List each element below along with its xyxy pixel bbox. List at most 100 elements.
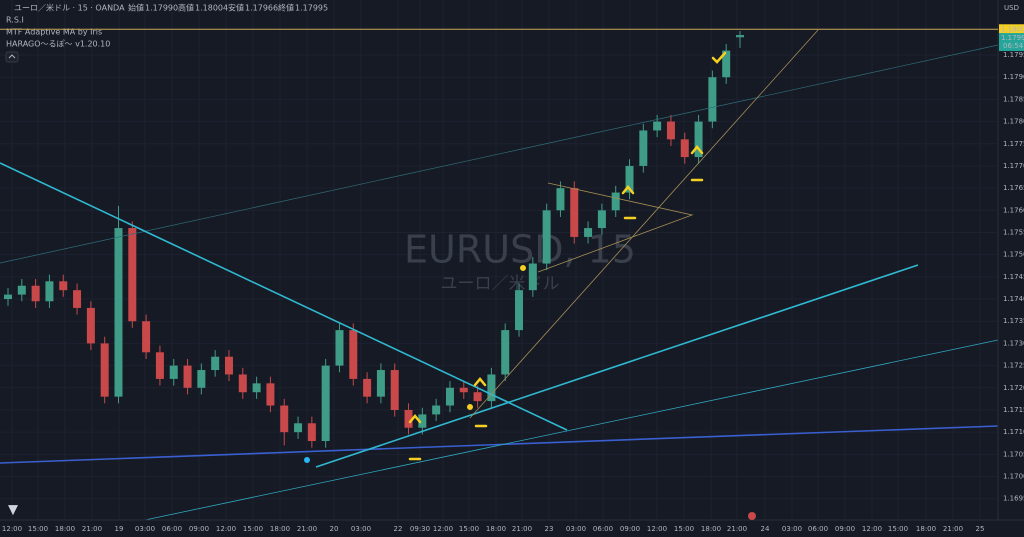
y-tick-label: 1.17400: [1003, 295, 1024, 303]
candle-body: [155, 352, 164, 379]
x-tick-label: 12:00: [433, 525, 453, 533]
x-tick-label: 19: [115, 525, 124, 533]
candle-body: [432, 405, 441, 415]
candle-body: [45, 281, 54, 302]
candle-body: [390, 370, 399, 410]
trend-line: [0, 44, 999, 264]
signal-check: [711, 51, 727, 64]
signals: [304, 51, 727, 463]
y-tick-label: 1.17000: [1003, 473, 1024, 481]
price-axis: [998, 0, 1024, 537]
candle-body: [722, 50, 731, 78]
trend-line: [315, 264, 919, 468]
candle-body: [4, 294, 12, 300]
candle-body: [197, 370, 206, 388]
collapse-icon: [8, 54, 16, 59]
x-tick-label: 03:00: [782, 525, 802, 533]
x-tick-label: 12:00: [862, 525, 882, 533]
candle-body: [445, 387, 454, 406]
y-tick-label: 1.17450: [1003, 273, 1024, 281]
price-tag-label: 1.18008: [1001, 25, 1024, 33]
y-tick-label: 1.17800: [1003, 118, 1024, 126]
candle-body: [625, 165, 634, 193]
candle-body: [59, 281, 68, 291]
candle-body: [73, 290, 82, 308]
y-tick-label: 1.17700: [1003, 162, 1024, 170]
candle-body: [459, 387, 468, 393]
candle-body: [169, 365, 178, 379]
candle-body: [694, 121, 703, 158]
y-tick-label: 1.17550: [1003, 228, 1024, 236]
x-tick-label: 06:00: [808, 525, 828, 533]
candle-body: [211, 356, 220, 371]
candle-body: [252, 383, 261, 393]
candle-body: [639, 130, 648, 166]
ohlc-name: 始値: [128, 3, 144, 13]
x-tick-label: 06:00: [593, 525, 613, 533]
indicators: R.S.I MTF Adaptive MA by Iris HARAGO〜るぽ〜 v…: [6, 16, 110, 49]
x-tick-label: 15:00: [459, 525, 479, 533]
y-tick-label: 1.16950: [1003, 495, 1024, 503]
x-tick-label: 15:00: [28, 525, 48, 533]
ohlc-value: 1.17995: [295, 4, 328, 13]
candle-body: [224, 356, 233, 375]
collapse-button[interactable]: [5, 51, 19, 63]
x-tick-label: 03:00: [351, 525, 371, 533]
signal-dot: [467, 404, 473, 410]
indicator-label: MTF Adaptive MA by Iris: [6, 28, 102, 37]
x-tick-label: 21:00: [512, 525, 532, 533]
x-tick-label: 23: [545, 525, 554, 533]
y-tick-label: 1.17900: [1003, 73, 1024, 81]
candle-body: [335, 330, 344, 366]
ohlc-name: 安値: [228, 3, 244, 13]
x-tick-label: 21:00: [82, 525, 102, 533]
y-tick-label: 1.17200: [1003, 384, 1024, 392]
y-tick-label: 1.17850: [1003, 95, 1024, 103]
event-icon[interactable]: [748, 512, 756, 520]
candle-body: [653, 121, 662, 131]
candle-body: [363, 378, 372, 397]
candle-body: [666, 121, 675, 140]
x-tick-label: 21:00: [297, 525, 317, 533]
signal-up: [473, 377, 487, 387]
countdown: 06:54: [1003, 42, 1024, 50]
trend-line: [0, 425, 999, 464]
candle-body: [584, 228, 593, 237]
price-tag: [999, 24, 1024, 35]
candle-body: [128, 228, 137, 322]
watermark: EURUSD, 15: [404, 228, 636, 272]
y-tick-label: 1.17150: [1003, 406, 1024, 414]
y-tick-label: 1.17050: [1003, 450, 1024, 458]
x-tick-label: 12:00: [2, 525, 22, 533]
candle-body: [307, 423, 316, 442]
signal-dot: [304, 457, 310, 463]
candle-body: [142, 321, 151, 353]
price-axis-labels: 1.17950 1.17900 1.17850 1.17800 1.17750 1.177…: [1003, 51, 1024, 503]
signal-up: [621, 185, 635, 195]
y-tick-label: 1.17250: [1003, 362, 1024, 370]
y-tick-label: 1.17350: [1003, 317, 1024, 325]
candle-body: [487, 374, 496, 402]
x-tick-label: 18:00: [270, 525, 290, 533]
trend-line: [0, 162, 568, 431]
candle-body: [349, 330, 358, 379]
x-tick-label: 24: [761, 525, 770, 533]
ohlc-value: 1.17990: [145, 4, 178, 13]
candle-body: [556, 188, 565, 211]
x-tick-label: 15:00: [674, 525, 694, 533]
candle-body: [31, 285, 40, 302]
candle-body: [100, 343, 109, 397]
candle-body: [611, 192, 620, 211]
candle-body: [680, 139, 689, 158]
x-tick-label: 12:00: [647, 525, 667, 533]
candle-body: [321, 365, 330, 442]
x-tick-label: 15:00: [888, 525, 908, 533]
candle-body: [736, 35, 744, 38]
candle-body: [17, 285, 26, 295]
x-tick-label: 18:00: [55, 525, 75, 533]
symbol[interactable]: ユーロ／米ドル · 15 · OANDA: [14, 3, 125, 13]
ohlc-name: 終値: [278, 3, 294, 13]
x-tick-label: 18:00: [486, 525, 506, 533]
y-tick-label: 1.17950: [1003, 51, 1024, 59]
